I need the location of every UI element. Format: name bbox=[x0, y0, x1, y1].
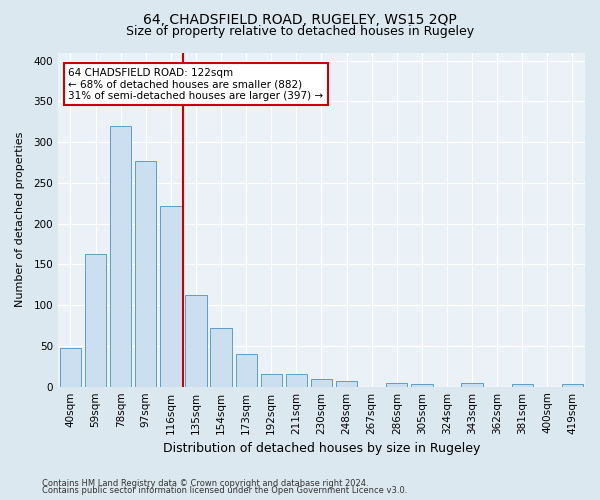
Bar bbox=[236, 354, 257, 386]
Bar bbox=[135, 161, 157, 386]
Bar bbox=[461, 384, 483, 386]
Bar bbox=[260, 374, 282, 386]
Bar bbox=[311, 380, 332, 386]
Bar bbox=[85, 254, 106, 386]
Bar bbox=[211, 328, 232, 386]
Bar bbox=[512, 384, 533, 386]
Bar bbox=[411, 384, 433, 386]
Bar bbox=[185, 296, 206, 386]
Bar bbox=[336, 381, 357, 386]
X-axis label: Distribution of detached houses by size in Rugeley: Distribution of detached houses by size … bbox=[163, 442, 480, 455]
Bar bbox=[562, 384, 583, 386]
Text: 64 CHADSFIELD ROAD: 122sqm
← 68% of detached houses are smaller (882)
31% of sem: 64 CHADSFIELD ROAD: 122sqm ← 68% of deta… bbox=[68, 68, 323, 100]
Text: Contains HM Land Registry data © Crown copyright and database right 2024.: Contains HM Land Registry data © Crown c… bbox=[42, 478, 368, 488]
Bar bbox=[160, 206, 182, 386]
Y-axis label: Number of detached properties: Number of detached properties bbox=[15, 132, 25, 308]
Bar bbox=[110, 126, 131, 386]
Text: Size of property relative to detached houses in Rugeley: Size of property relative to detached ho… bbox=[126, 25, 474, 38]
Text: 64, CHADSFIELD ROAD, RUGELEY, WS15 2QP: 64, CHADSFIELD ROAD, RUGELEY, WS15 2QP bbox=[143, 12, 457, 26]
Bar bbox=[286, 374, 307, 386]
Bar bbox=[60, 348, 81, 387]
Bar bbox=[386, 384, 407, 386]
Text: Contains public sector information licensed under the Open Government Licence v3: Contains public sector information licen… bbox=[42, 486, 407, 495]
